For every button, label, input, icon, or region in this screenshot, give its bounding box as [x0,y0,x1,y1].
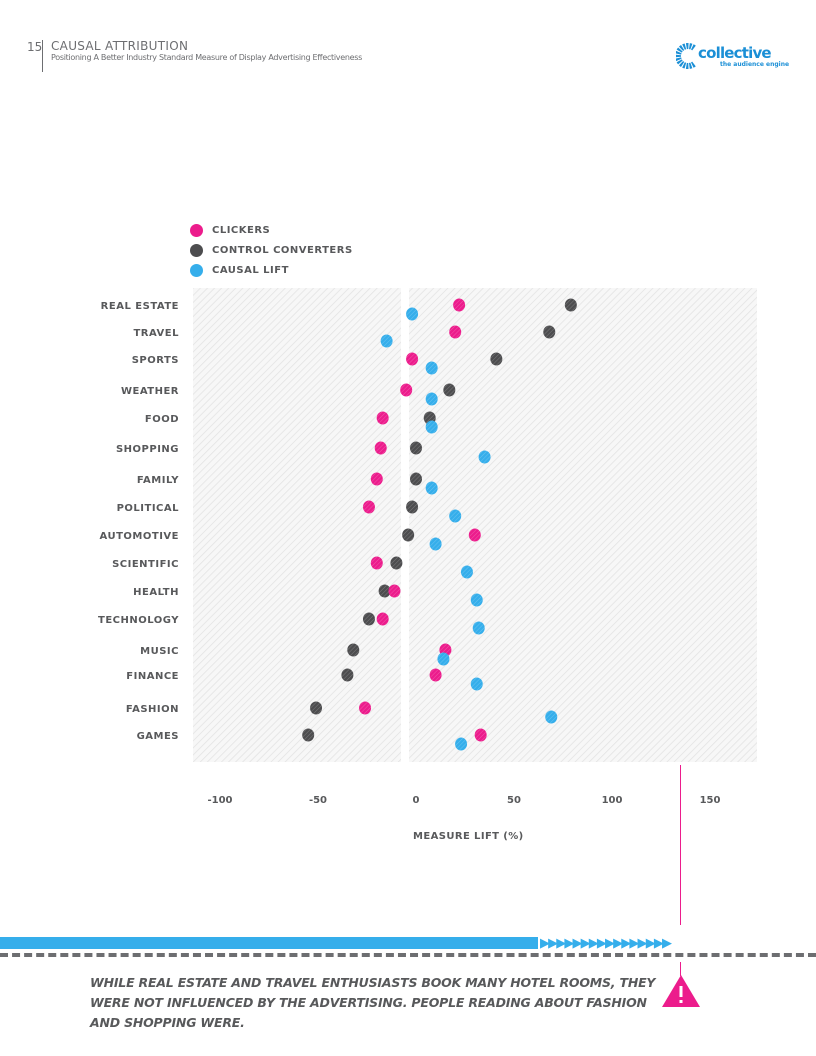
data-point-texture [470,593,483,607]
data-point-texture [362,500,375,514]
progress-bar [0,937,538,949]
data-point-texture [474,728,487,742]
data-point-texture [362,612,375,626]
x-tick-label: 50 [507,795,521,806]
data-point-texture [410,441,422,455]
data-point-texture [490,352,503,366]
data-point-texture [376,612,389,626]
data-point-texture [425,481,438,495]
chart-legend: CLICKERS CONTROL CONVERTERS CAUSAL LIFT [190,220,353,280]
data-point-texture [429,537,442,551]
category-label: TECHNOLOGY [98,615,179,626]
data-point-texture [380,334,393,348]
category-label: MUSIC [140,646,179,657]
x-tick-label: -100 [207,795,232,806]
data-point-texture [400,383,413,397]
legend-label: CONTROL CONVERTERS [212,244,353,256]
legend-label: CLICKERS [212,224,271,236]
category-label: AUTOMOTIVE [100,531,179,542]
callout-text: WHILE REAL ESTATE AND TRAVEL ENTHUSIASTS… [90,975,656,1030]
legend-label: CAUSAL LIFT [212,264,289,276]
data-point-texture [425,392,438,406]
data-point-texture [425,420,438,434]
category-label: GAMES [137,731,179,742]
logo-c-icon [676,43,696,69]
data-point-texture [370,556,383,570]
data-point-texture [406,307,419,321]
arrow-chevrons: ▶ ▶ ▶ ▶ ▶ ▶ ▶ ▶ ▶ ▶ ▶ ▶ ▶ ▶ ▶ ▶ [540,936,672,951]
category-label: WEATHER [121,386,179,397]
data-point-texture [449,509,462,523]
data-point-texture [390,556,403,570]
legend-item-clickers: CLICKERS [190,220,353,240]
legend-dot [190,243,203,257]
data-point-texture [376,411,389,425]
page-subtitle: Positioning A Better Industry Standard M… [51,53,362,62]
legend-dot [190,223,203,237]
x-tick-label: 0 [413,795,420,806]
data-point-texture [455,737,468,751]
data-point-texture [468,528,481,542]
data-point-texture [406,500,419,514]
page-number: 15 [27,40,43,54]
data-point-texture [347,643,360,657]
category-label: SPORTS [132,355,179,366]
data-point-texture [429,668,442,682]
data-point-texture [406,352,419,366]
data-point-texture [425,361,438,375]
data-point-texture [388,584,401,598]
data-point-texture [370,472,383,486]
header-divider [42,40,43,72]
warning-icon [662,975,700,1007]
x-tick-label: -50 [309,795,327,806]
plot-background-right [409,288,757,762]
category-label: HEALTH [133,587,179,598]
data-point-texture [470,677,483,691]
legend-dot [190,263,203,277]
collective-logo: collective the audience engine [676,42,796,72]
x-tick-label: 100 [602,795,623,806]
data-point-texture [472,621,485,635]
category-label: FAMILY [137,475,179,486]
category-label: FINANCE [126,671,179,682]
category-label: SHOPPING [116,444,179,455]
data-point-texture [443,383,456,397]
data-point-texture [460,565,473,579]
data-point-texture [402,528,415,542]
data-point-texture [359,701,372,715]
dashed-divider [0,953,816,957]
data-point-texture [449,325,462,339]
page-title: CAUSAL ATTRIBUTION [51,39,189,53]
category-label: TRAVEL [133,328,179,339]
category-label: POLITICAL [117,503,180,514]
legend-item-control-converters: CONTROL CONVERTERS [190,240,353,260]
data-point-texture [478,450,491,464]
category-label: REAL ESTATE [101,301,179,312]
data-point-texture [545,710,558,724]
data-point-texture [410,472,422,486]
data-point-texture [453,298,466,312]
scatter-chart: REAL ESTATE TRAVEL SPORTS WEATHER FOOD SHOPPI… [98,288,757,806]
data-point-texture [564,298,577,312]
data-point-texture [302,728,315,742]
data-point-texture [437,652,450,666]
category-label: SCIENTIFIC [112,559,179,570]
plot-background-left [193,288,401,762]
legend-item-causal-lift: CAUSAL LIFT [190,260,353,280]
callout-pointer-line [680,962,681,976]
data-point-texture [310,701,323,715]
logo-tagline: the audience engine [720,61,790,68]
data-point-texture [374,441,387,455]
data-point-texture [341,668,354,682]
data-point-texture [543,325,556,339]
callout-pointer-line [680,765,681,925]
x-tick-label: 150 [700,795,721,806]
data-point-texture [378,584,391,598]
category-label: FASHION [126,704,179,715]
logo-text: collective [698,44,772,62]
x-axis-title: MEASURE LIFT (%) [413,831,524,842]
category-label: FOOD [145,414,179,425]
